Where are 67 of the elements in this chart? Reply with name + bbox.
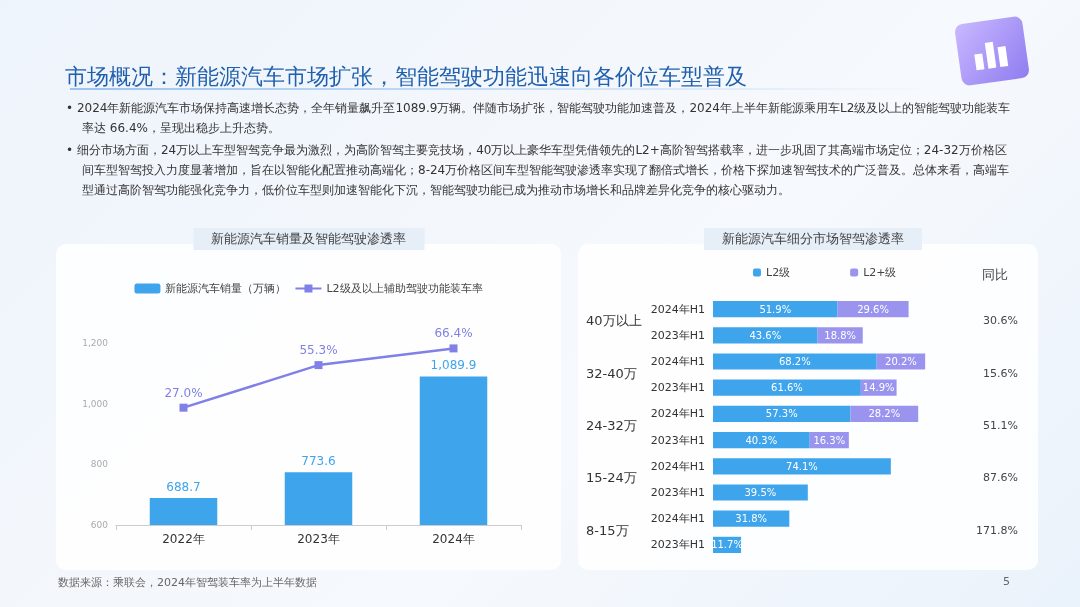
bar [713, 379, 861, 396]
data-label: 27.0% [164, 385, 203, 400]
y-tick-label: 2023年H1 [650, 381, 705, 395]
data-label: 57.3% [765, 408, 798, 420]
bar [713, 484, 808, 501]
data-label: 31.8% [735, 513, 768, 525]
y-tick-label: 2023年H1 [650, 538, 705, 552]
chart-title: 新能源汽车细分市场智驾渗透率 [704, 228, 922, 250]
data-label: 68.2% [778, 356, 811, 367]
text: 8-15万 [586, 522, 629, 538]
bar [713, 353, 877, 370]
text: 32-40万 [586, 365, 637, 381]
data-label: 74.1% [786, 460, 818, 472]
legend-label: L2级及以上辅助驾驶功能装车率 [326, 282, 483, 295]
y-tick-label: 1,000 [82, 398, 109, 409]
text: 30.6% [983, 314, 1019, 328]
data-label: 773.6 [301, 454, 336, 469]
data-label: 20.2% [885, 356, 917, 367]
data-label: 43.6% [749, 329, 782, 341]
data-label: 29.6% [857, 303, 889, 315]
legend-label: L2+级 [863, 266, 897, 279]
y-tick-label: 2024年H1 [650, 355, 705, 368]
y-tick-label: 600 [90, 520, 109, 530]
y-tick-label: 800 [90, 459, 109, 470]
legend-label: L2级 [766, 266, 791, 279]
data-label: 14.9% [862, 382, 895, 394]
data-label: 688.7 [166, 480, 201, 495]
y-tick-label: 1,200 [82, 338, 109, 348]
text: 15.6% [983, 366, 1019, 380]
bar [713, 458, 891, 475]
data-label: 66.4% [434, 326, 473, 341]
x-tick-label: 2022年 [162, 532, 205, 546]
y-tick-label: 2024年H1 [650, 512, 705, 526]
y-tick-label: 2024年H1 [650, 459, 705, 473]
data-label: 18.8% [824, 329, 857, 341]
text: 40万以上 [586, 313, 642, 329]
data-label: 1,089.9 [430, 358, 477, 373]
y-tick-label: 2024年H1 [650, 407, 705, 421]
text: 51.1% [983, 419, 1019, 432]
text: 24-32万 [586, 418, 637, 433]
data-label: 40.3% [745, 434, 778, 446]
text: 15-24万 [586, 470, 637, 486]
data-label: 28.2% [868, 408, 901, 420]
x-tick-label: 2024年 [432, 532, 475, 546]
y-tick-label: 2023年H1 [650, 328, 705, 342]
bar [713, 327, 818, 344]
bar [713, 405, 851, 423]
bar [713, 300, 838, 318]
y-tick-label: 2024年H1 [650, 302, 705, 316]
source-note: 数据来源：乘联会，2024年智驾装车率为上半年数据 [58, 575, 317, 590]
text: 171.8% [976, 523, 1019, 537]
x-tick-label: 2023年 [297, 532, 340, 546]
text: 5 [1003, 575, 1010, 588]
data-label: 55.3% [299, 343, 338, 358]
text: 87.6% [983, 471, 1019, 485]
data-label: 39.5% [744, 487, 777, 498]
data-label: 51.9% [759, 303, 792, 315]
text: 同比 [982, 267, 1008, 282]
legend-label: 新能源汽车销量（万辆） [165, 282, 287, 295]
text: • 2024年新能源汽车市场保持高速增长态势，全年销量飙升至1089.9万辆。伴随市场扩张，智能驾驶功能加速普及，2024年上半年新能源乘用车L2级及以上的智能驾驶功能装车率达 66.4%，呈现出稳步上升态势。 [66, 100, 1012, 137]
chart-title: 新能源汽车销量及智能驾驶渗透率 [193, 228, 424, 250]
data-label: 16.3% [813, 434, 846, 446]
y-tick-label: 2023年H1 [650, 433, 705, 447]
y-tick-label: 2023年H1 [650, 486, 705, 499]
data-label: 61.6% [771, 382, 803, 394]
text: 市场概况：新能源汽车市场扩张，智能驾驶功能迅速向各价位车型普及 [65, 63, 747, 91]
text: • 细分市场方面，24万以上车型智驾竞争最为激烈，为高阶智驾主要竞技场，40万以上豪华车型凭借领先的L2+高阶智驾搭载率，进一步巩固了其高端市场定位；24-32万价格区间车型智驾投入力度显著增加，旨在以智能化配置推动高端化；8-24万价格区间车型智能驾驶渗透率实现了翻倍式增长，价格下探加速智驾技术的广泛普及。总体来看，高端车型通过高阶智驾功能强化竞争力，低价位车型则加速智能化下沉，智能驾驶功能已成为推动市场增长和品牌差异化竞争的核心驱动力。 [66, 142, 1011, 199]
